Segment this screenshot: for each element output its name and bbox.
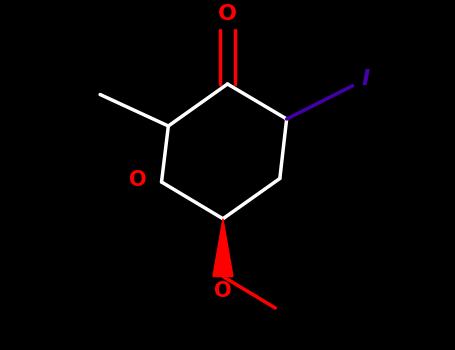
- Text: O: O: [129, 170, 147, 190]
- Text: O: O: [218, 4, 237, 24]
- Text: O: O: [214, 281, 232, 301]
- Text: I: I: [361, 69, 369, 90]
- Polygon shape: [213, 219, 233, 276]
